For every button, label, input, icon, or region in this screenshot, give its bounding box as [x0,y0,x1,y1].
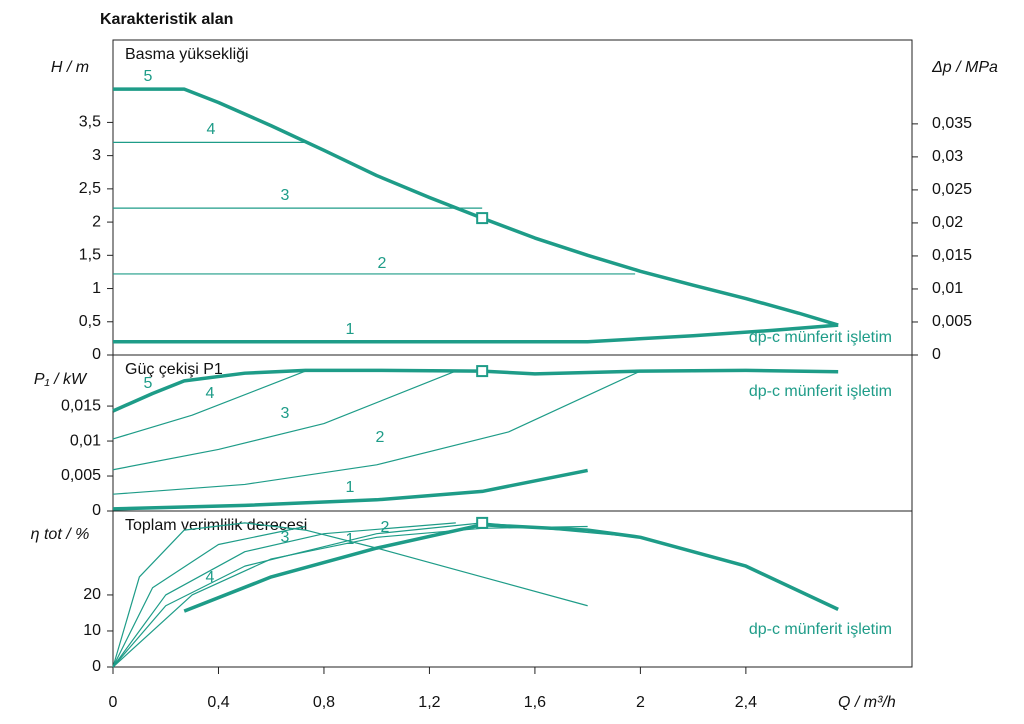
y-tick-label: 1,5 [79,247,101,264]
curve [112,368,839,413]
y-tick-label: 2,5 [79,180,101,197]
y2-tick-label: 0,02 [932,214,963,231]
x-tick-label: 1,2 [418,694,440,711]
y2-tick-label: 0,03 [932,148,963,165]
curve-label: 2 [376,429,385,446]
y-axis-label: η tot / % [31,526,90,543]
curve-label: 2 [381,519,390,536]
y2-tick-label: 0 [932,346,941,363]
x-tick-label: 0,8 [313,694,335,711]
curve [113,323,839,344]
x-tick-label: 0,4 [207,694,229,711]
curve [112,525,588,668]
y-tick-label: 0,015 [61,397,101,414]
y-tick-label: 0,01 [70,432,101,449]
x-axis-label: Q / m³/h [838,694,896,711]
curve-label: 5 [144,375,153,392]
curve [112,522,456,668]
x-tick-label: 2,4 [735,694,757,711]
y-tick-label: 3 [92,147,101,164]
curve [112,522,641,668]
plot-frame [112,510,913,668]
annotation: dp-c münferit işletim [749,329,892,346]
curve [112,370,306,440]
operating-point [476,516,489,529]
curve-label: 3 [281,187,290,204]
y-tick-label: 1 [92,280,101,297]
y-tick-label: 0 [92,346,101,363]
curve-label: 4 [207,121,216,138]
y2-axis-label: Δp / MPa [931,59,998,76]
curve-label: 1 [346,321,355,338]
annotation: dp-c münferit işletim [749,383,892,400]
plot-frame [112,354,913,512]
curve [113,87,839,327]
curve [112,522,588,668]
panel-title: Güç çekişi P1 [125,361,223,378]
operating-point [476,365,489,378]
y-tick-label: 2 [92,213,101,230]
y-tick-label: 0 [92,658,101,675]
curve [112,525,306,668]
curve-label: 3 [281,405,290,422]
y-tick-label: 0,005 [61,467,101,484]
y-tick-label: 0 [92,502,101,519]
curve-label: 1 [346,531,355,548]
x-tick-label: 2 [636,694,645,711]
y-axis-label: P₁ / kW [34,371,88,388]
operating-point [476,212,489,225]
y2-tick-label: 0,015 [932,247,972,264]
curve [112,370,641,495]
y2-tick-label: 0,01 [932,280,963,297]
curve-label: 4 [206,385,215,402]
x-tick-label: 0 [109,694,118,711]
y2-tick-label: 0,025 [932,181,972,198]
curve [112,468,588,511]
y-axis-label: H / m [51,59,89,76]
y-tick-label: 0,5 [79,313,101,330]
y2-tick-label: 0,005 [932,313,972,330]
curve-label: 3 [281,529,290,546]
y-tick-label: 10 [83,622,101,639]
panel-title: Basma yüksekliği [125,46,249,63]
curve-label: 4 [206,569,215,586]
chart-title: Karakteristik alan [100,11,233,28]
curve-label: 1 [346,479,355,496]
y-tick-label: 3,5 [79,114,101,131]
x-tick-label: 1,6 [524,694,546,711]
y-tick-label: 20 [83,586,101,603]
curve-label: 2 [378,255,387,272]
curve [112,370,457,471]
y2-tick-label: 0,035 [932,115,972,132]
annotation: dp-c münferit işletim [749,621,892,638]
plot-frame [112,39,913,356]
curve-label: 5 [144,68,153,85]
